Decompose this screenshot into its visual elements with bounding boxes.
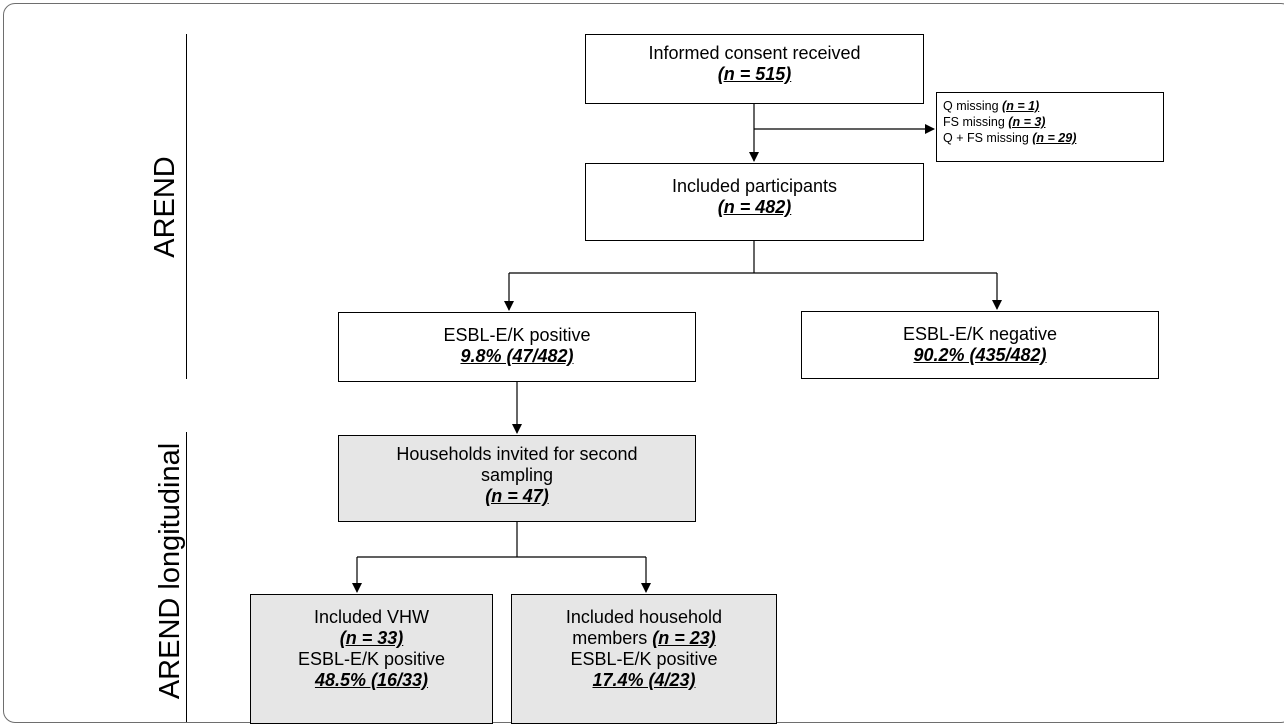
excluded-fs-missing: FS missing (n = 3) [943,115,1046,129]
negative-rate: 90.2% (435/482) [913,345,1047,365]
members-positive-rate: 17.4% (4/23) [592,670,696,690]
consent-label: Informed consent received [648,43,861,63]
section-divider-longitudinal [186,432,187,722]
section-divider-arend [186,34,187,379]
members-positive-label: ESBL-E/K positive [570,649,718,669]
excluded-q-fs-missing: Q + FS missing (n = 29) [943,131,1077,145]
members-count: (n = 23) [652,628,716,648]
flow-connectors [352,103,1002,593]
positive-box: ESBL-E/K positive 9.8% (47/482) [338,312,696,382]
vhw-count: (n = 33) [339,628,404,648]
included-label: Included participants [671,176,838,196]
negative-label: ESBL-E/K negative [902,324,1058,344]
vhw-positive-rate: 48.5% (16/33) [314,670,429,690]
members-label: Included household members (n = 23) [565,607,723,648]
excluded-q-missing: Q missing (n = 1) [943,99,1040,113]
consent-box: Informed consent received (n = 515) [585,34,924,104]
households-label: Households invited for second sampling [396,444,638,485]
households-box: Households invited for second sampling (… [338,435,696,522]
households-count: (n = 47) [485,486,549,506]
included-count: (n = 482) [717,197,792,217]
members-box: Included household members (n = 23) ESBL… [511,594,777,724]
vhw-box: Included VHW (n = 33) ESBL-E/K positive … [250,594,493,724]
vhw-positive-label: ESBL-E/K positive [297,649,446,669]
negative-box: ESBL-E/K negative 90.2% (435/482) [801,311,1159,379]
excluded-box: Q missing (n = 1) FS missing (n = 3) Q +… [936,92,1164,162]
included-box: Included participants (n = 482) [585,163,924,241]
positive-label: ESBL-E/K positive [443,325,591,345]
consent-count: (n = 515) [717,64,792,84]
vhw-label: Included VHW [313,607,430,627]
positive-rate: 9.8% (47/482) [460,346,574,366]
